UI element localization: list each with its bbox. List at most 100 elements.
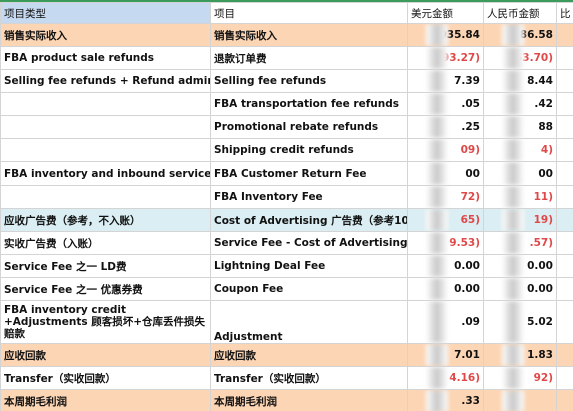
usd-cell: 93.27) [407, 46, 484, 70]
usd-text: 4.16) [449, 372, 480, 384]
redacted [426, 301, 448, 343]
redacted [502, 162, 524, 185]
usd-text: 7.39 [454, 75, 480, 87]
item-cell: Selling fee refunds [210, 69, 408, 93]
item-text: Adjustment [214, 331, 283, 343]
category-cell: 应收广告费（参考，不入账） [0, 208, 211, 232]
usd-text: 00 [465, 167, 480, 180]
item-text: Cost of Advertising 广告费（参考10%） [214, 214, 407, 227]
redacted [502, 301, 524, 343]
redacted [426, 278, 448, 300]
usd-cell: .05 [407, 92, 484, 116]
cny-text: 0.00 [527, 283, 553, 295]
header-cell: 项目 [210, 2, 408, 24]
usd-text: 0.00 [454, 260, 480, 272]
item-cell: Cost of Advertising 广告费（参考10%） [210, 208, 408, 232]
usd-text: 9.53) [449, 237, 480, 249]
usd-cell: 09) [407, 138, 484, 162]
cny-cell [483, 389, 557, 411]
cny-text: .57) [529, 237, 553, 249]
category-text: Service Fee 之一 LD费 [4, 260, 127, 273]
redacted [502, 344, 524, 366]
cny-text: 11) [533, 191, 553, 203]
redacted [502, 24, 524, 46]
category-text: 应收回款 [4, 349, 46, 362]
empty-cell [556, 366, 573, 390]
category-cell: FBA inventory and inbound services fees [0, 161, 211, 186]
cny-text: 88 [538, 121, 553, 133]
item-cell: Service Fee - Cost of Advertising [210, 231, 408, 255]
usd-text: 72) [460, 191, 480, 203]
row: 应收回款 应收回款 7.01 1.83 [0, 343, 573, 367]
cny-cell: 0.00 [483, 254, 557, 278]
usd-cell: .09 [407, 300, 484, 344]
item-cell: FBA transportation fee refunds [210, 92, 408, 116]
cny-text: 92) [533, 372, 553, 384]
cny-cell: 19) [483, 208, 557, 232]
row: 实收广告费（入账） Service Fee - Cost of Advertisi… [0, 231, 573, 255]
redacted [426, 93, 448, 115]
category-cell [0, 185, 211, 209]
usd-text: 93.27) [441, 52, 480, 64]
cny-cell: 1.83 [483, 343, 557, 367]
usd-cell: 7.39 [407, 69, 484, 93]
cny-cell: 4) [483, 138, 557, 162]
usd-text: .09 [461, 316, 480, 328]
cny-text: 5.02 [527, 316, 553, 328]
item-text: Shipping credit refunds [214, 144, 354, 156]
row: FBA inventory and inbound services fees F… [0, 161, 573, 186]
category-text: 应收广告费（参考，不入账） [4, 214, 141, 227]
redacted [502, 390, 524, 411]
category-cell [0, 115, 211, 139]
header-cell: 人民币金额 [483, 2, 557, 24]
item-text: Transfer（实收回款） [214, 372, 326, 385]
category-cell: Service Fee 之一 LD费 [0, 254, 211, 278]
redacted [502, 116, 524, 138]
empty-cell [556, 231, 573, 255]
redacted [502, 139, 524, 161]
empty-cell [556, 69, 573, 93]
empty-cell [556, 343, 573, 367]
redacted [502, 209, 524, 231]
category-cell: 实收广告费（入账） [0, 231, 211, 255]
redacted [502, 278, 524, 300]
row: FBA inventory credit +Adjustments 顾客损坏+仓… [0, 300, 573, 344]
empty-cell [556, 185, 573, 209]
usd-text: 09) [460, 144, 480, 156]
empty-cell [556, 277, 573, 301]
empty-cell [556, 300, 573, 344]
category-cell: 应收回款 [0, 343, 211, 367]
item-cell: Transfer（实收回款） [210, 366, 408, 390]
cny-text: 8.44 [527, 75, 553, 87]
row: FBA transportation fee refunds .05 .42 [0, 92, 573, 116]
redacted [426, 209, 448, 231]
empty-cell [556, 138, 573, 162]
usd-cell: 9.53) [407, 231, 484, 255]
item-cell: Promotional rebate refunds [210, 115, 408, 139]
usd-cell: 65) [407, 208, 484, 232]
category-text: FBA inventory and inbound services fees [4, 167, 210, 180]
usd-cell: 0.00 [407, 277, 484, 301]
item-cell: Coupon Fee [210, 277, 408, 301]
redacted [502, 70, 524, 92]
usd-cell: .25 [407, 115, 484, 139]
item-text: 销售实际收入 [214, 29, 277, 42]
redacted [426, 186, 448, 208]
redacted [426, 47, 448, 69]
category-cell: 本周期毛利润 [0, 389, 211, 411]
usd-text: .25 [461, 121, 480, 133]
category-text: Transfer（实收回款） [4, 372, 116, 385]
cny-text: 0.00 [527, 260, 553, 272]
item-cell: Lightning Deal Fee [210, 254, 408, 278]
redacted [426, 139, 448, 161]
category-text: 本周期毛利润 [4, 395, 67, 408]
redacted [502, 47, 524, 69]
header-cell: 项目类型 [0, 2, 211, 24]
cny-cell: 5.02 [483, 300, 557, 344]
redacted [426, 255, 448, 277]
item-cell: 本周期毛利润 [210, 389, 408, 411]
usd-cell: 7.01 [407, 343, 484, 367]
cny-cell: 88 [483, 115, 557, 139]
row: Service Fee 之一 优惠券费 Coupon Fee 0.00 0.00 [0, 277, 573, 301]
item-text: FBA transportation fee refunds [214, 98, 399, 110]
